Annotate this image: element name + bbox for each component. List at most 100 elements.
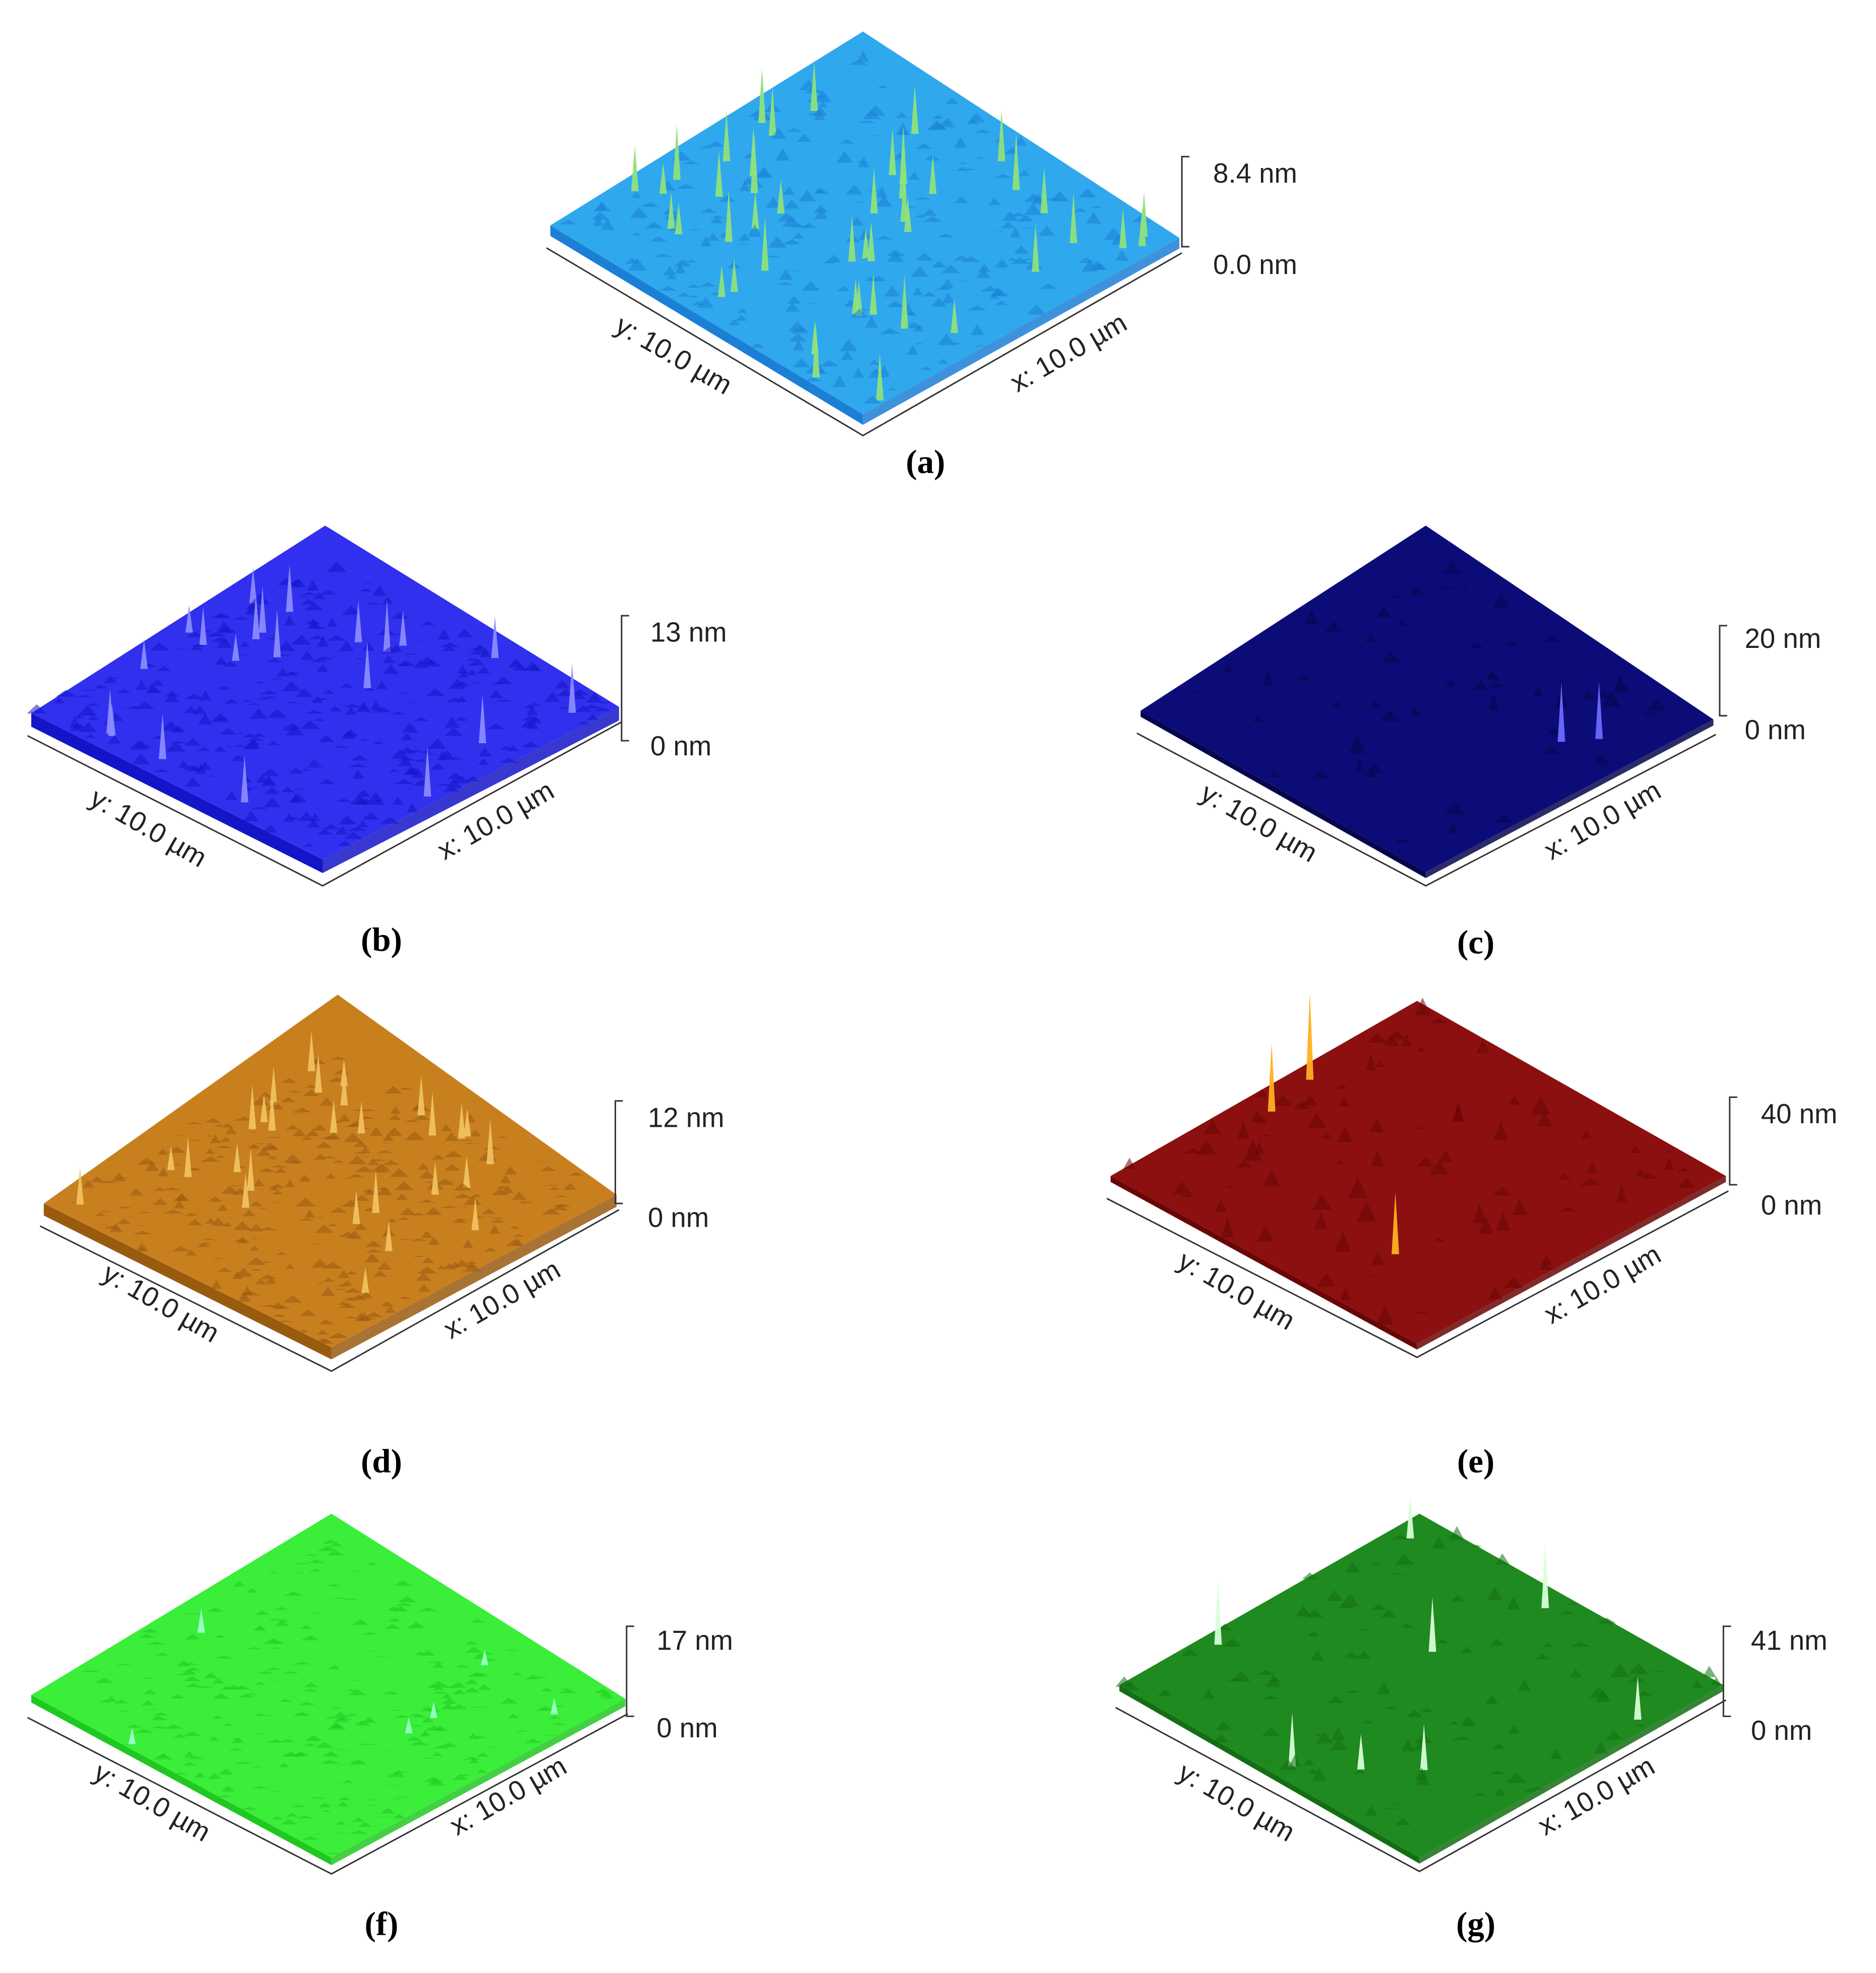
surface-peak [190,643,206,647]
surface-side [1417,1176,1726,1350]
surface-peak [857,120,877,123]
surface-peak [149,642,170,651]
surface-peak [1395,1818,1411,1825]
surface-peak [488,690,504,698]
surface-peak [1432,1237,1445,1242]
surface-peak [330,1597,347,1599]
surface-peak [998,110,1006,161]
surface-peak [353,1140,368,1147]
surface-peak [322,824,341,830]
surface-peak [79,689,98,691]
surface-peak [186,631,204,637]
surface-peak [1506,1597,1521,1610]
surface-peak [700,236,712,247]
surface-peak [329,1543,343,1547]
surface-peak [791,326,810,334]
surface-peak [328,1332,349,1338]
surface-peak [397,756,413,766]
surface-peak [837,286,851,291]
surface-peak [886,301,906,307]
surface-peak [173,1734,187,1738]
surface-peak [436,1265,447,1270]
surface-peak [688,295,701,298]
surface-peak [372,1270,388,1277]
surface-peak [494,699,514,702]
surface-peak [290,794,302,803]
surface-peak [90,1176,104,1183]
surface-peak [415,759,428,762]
surface-peak [1405,1710,1423,1717]
surface-peak [988,198,1001,205]
surface-peak [468,682,485,683]
surface-peak [994,174,1013,178]
surface-peak [410,1725,425,1727]
surface-peak [1091,205,1102,208]
surface-peak [1317,1272,1336,1287]
surface-peak [1115,250,1129,261]
surface-peak [1416,1773,1429,1785]
surface-peak [242,742,259,749]
surface-peak [788,295,801,304]
surface-peak [973,129,991,133]
surface-peak [184,1136,192,1177]
surface-peak [444,1132,459,1141]
surface-peak [107,734,121,744]
surface-peak [184,1213,199,1216]
surface-peak [1262,670,1274,686]
surface-peak [236,733,246,734]
surface-peak [259,1274,278,1279]
surface-peak [269,678,286,679]
surface-peak [165,741,186,752]
surface-peak [182,1668,197,1675]
surface-peak [1409,706,1421,717]
surface-peak [1073,208,1087,212]
surface-peak [382,654,396,663]
surface-peak [514,1730,529,1732]
surface-peak [345,1713,358,1717]
surface-peak [281,787,295,792]
surface-peak [158,1167,169,1177]
surface-peak [1212,1733,1229,1743]
surface-peak [1489,682,1506,687]
surface-peak [915,143,932,149]
surface-peak [141,1700,154,1706]
surface-peak [506,1239,524,1246]
surface-peak [932,115,944,119]
surface-peak [931,297,947,307]
surface-peak [293,1662,311,1665]
surface-peak [1432,1536,1446,1549]
surface-peak [335,1749,353,1750]
surface-peak [841,350,854,360]
surface-peak [887,251,904,262]
surface-peak [391,1796,410,1797]
surface-peak [205,1217,216,1224]
surface-peak [462,1239,474,1248]
surface-peak [372,741,384,744]
surface-peak [535,1161,547,1162]
surface-peak [343,1297,357,1301]
surface-peak [848,215,856,262]
surface-peak [1663,1151,1676,1153]
surface-peak [277,668,289,677]
surface-peak [342,1780,355,1783]
surface-peak [953,255,970,261]
surface-peak [865,315,878,328]
surface-peak [331,745,350,748]
surface-peak [667,192,675,229]
surface-peak [1532,686,1543,697]
surface-peak [399,663,410,667]
surface-peak [458,670,469,678]
surface-peak [239,654,251,655]
surface-peak [327,1223,338,1226]
surface-peak [1221,1217,1234,1237]
surface-peak [277,641,296,651]
surface-peak [904,196,912,232]
surface-peak [225,790,238,800]
surface-peak [380,1301,394,1307]
surface-peak [263,824,278,833]
surface-peak [263,797,281,807]
surface-peak [1493,592,1509,608]
surface-peak [1401,1739,1415,1751]
surface-peak [240,641,250,647]
surface-peak [413,660,428,668]
